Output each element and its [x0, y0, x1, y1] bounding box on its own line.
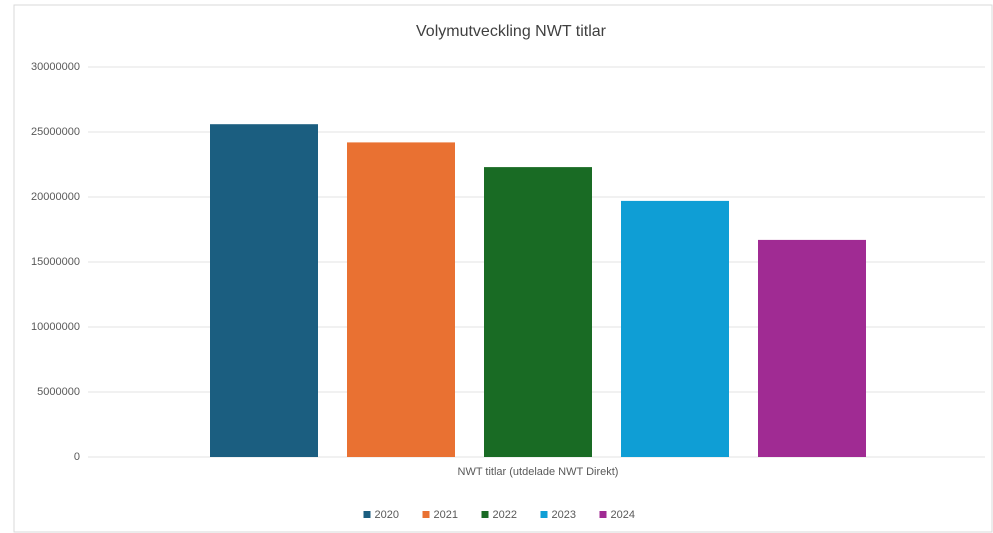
bar	[758, 239, 866, 457]
bar	[347, 142, 455, 457]
x-tick-label: NWT titlar (utdelade NWT Direkt)	[458, 466, 619, 478]
bar	[210, 124, 318, 457]
bar	[621, 200, 729, 457]
legend-swatch	[599, 511, 607, 518]
legend-label: 2020	[375, 509, 399, 521]
legend-swatch	[481, 511, 489, 518]
legend-swatch	[363, 511, 371, 518]
y-tick-label: 15000000	[31, 256, 80, 268]
y-tick-label: 5000000	[37, 386, 80, 398]
legend-swatch	[422, 511, 430, 518]
legend-label: 2024	[611, 509, 635, 521]
y-tick-label: 30000000	[31, 61, 80, 73]
legend-label: 2022	[493, 509, 517, 521]
y-tick-label: 25000000	[31, 126, 80, 138]
legend-swatch	[540, 511, 548, 518]
bar	[484, 167, 592, 457]
y-tick-label: 20000000	[31, 191, 80, 203]
legend-label: 2023	[552, 509, 576, 521]
chart-title: Volymutveckling NWT titlar	[416, 23, 607, 40]
legend-label: 2021	[434, 509, 458, 521]
y-tick-label: 10000000	[31, 321, 80, 333]
y-tick-label: 0	[74, 451, 80, 463]
